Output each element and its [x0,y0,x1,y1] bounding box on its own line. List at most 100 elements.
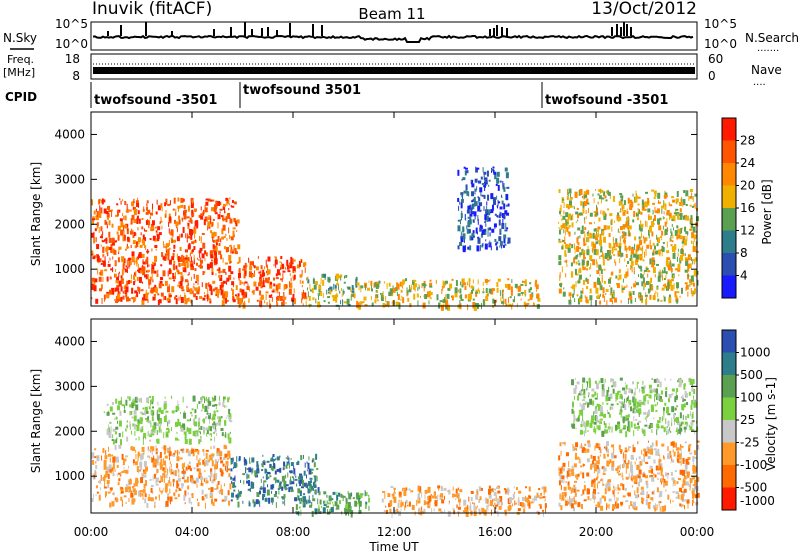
heatmap-cell [205,493,208,499]
heatmap-cell [384,492,386,499]
heatmap-cell [640,492,642,495]
heatmap-cell [594,397,598,400]
heatmap-cell [209,454,213,461]
heatmap-cell [267,471,271,474]
heatmap-cell [650,387,653,391]
heatmap-cell [489,232,491,237]
heatmap-cell [238,268,241,275]
heatmap-cell [439,497,443,500]
heatmap-cell [598,456,600,461]
heatmap-cell [452,508,455,511]
heatmap-cell [591,479,595,484]
heatmap-cell [292,293,295,300]
heatmap-cell [186,419,190,422]
heatmap-cell [640,274,644,279]
heatmap-cell [381,498,384,503]
heatmap-cell [178,262,181,267]
heatmap-cell [205,198,209,201]
heatmap-cell [148,282,150,289]
heatmap-cell [638,456,641,460]
heatmap-cell [615,283,617,286]
heatmap-cell [564,243,568,249]
heatmap-cell [435,279,437,284]
heatmap-cell [237,293,240,297]
heatmap-cell [150,430,153,434]
heatmap-cell [146,419,149,423]
heatmap-cell [307,291,309,298]
heatmap-cell [194,221,196,228]
heatmap-cell [469,216,472,221]
heatmap-cell [639,465,641,471]
heatmap-cell [640,486,644,490]
heatmap-cell [157,226,161,231]
heatmap-cell [184,267,187,273]
heatmap-cell [246,473,248,480]
heatmap-cell [251,470,253,475]
heatmap-cell [94,215,96,220]
heatmap-cell [229,420,233,423]
heatmap-cell [680,254,684,261]
heatmap-cell [109,458,111,461]
heatmap-cell [672,491,675,494]
heatmap-cell [491,228,495,233]
heatmap-cell [625,264,627,267]
heatmap-cell [656,388,659,395]
heatmap-cell [161,225,163,230]
heatmap-cell [487,227,490,231]
heatmap-cell [505,283,509,288]
heatmap-cell [133,415,137,422]
heatmap-cell [276,479,280,483]
heatmap-cell [109,289,113,295]
heatmap-cell [690,288,692,295]
heatmap-cell [628,505,630,510]
heatmap-cell [640,220,642,227]
heatmap-cell [534,281,537,287]
heatmap-cell [448,489,451,495]
heatmap-cell [655,450,658,456]
heatmap-cell [684,428,686,433]
heatmap-cell [125,286,129,293]
heatmap-cell [122,235,125,242]
heatmap-cell [103,463,107,470]
heatmap-cell [169,466,171,473]
heatmap-cell [117,234,120,241]
heatmap-cell [491,168,494,171]
heatmap-cell [428,495,432,502]
heatmap-cell [690,443,692,446]
heatmap-cell [160,429,162,434]
heatmap-cell [535,284,539,290]
heatmap-cell [213,473,217,480]
heatmap-cell [630,454,634,460]
heatmap-cell [588,393,590,398]
heatmap-cell [94,456,97,459]
heatmap-cell [220,289,224,296]
heatmap-cell [276,468,280,472]
heatmap-cell [620,452,622,455]
heatmap-cell [543,486,547,493]
heatmap-cell [298,260,301,267]
heatmap-cell [614,501,616,507]
heatmap-cell [164,295,167,300]
heatmap-cell [604,195,607,199]
heatmap-cell [179,294,181,300]
heatmap-cell [600,448,602,453]
heatmap-cell [501,200,504,205]
heatmap-cell [122,224,124,231]
heatmap-cell [111,501,115,507]
heatmap-cell [168,294,172,297]
heatmap-cell [146,503,149,509]
heatmap-cell [475,167,478,173]
heatmap-cell [192,395,196,402]
heatmap-cell [691,232,695,239]
heatmap-cell [693,389,696,395]
heatmap-cell [684,441,687,444]
heatmap-cell [156,229,158,236]
heatmap-cell [345,274,348,278]
heatmap-cell [175,295,178,298]
heatmap-cell [95,485,98,489]
heatmap-cell [274,256,277,261]
heatmap-cell [260,486,263,489]
heatmap-cell [252,274,256,278]
colorbar-tick-label: 20 [740,179,755,193]
heatmap-cell [299,274,303,278]
